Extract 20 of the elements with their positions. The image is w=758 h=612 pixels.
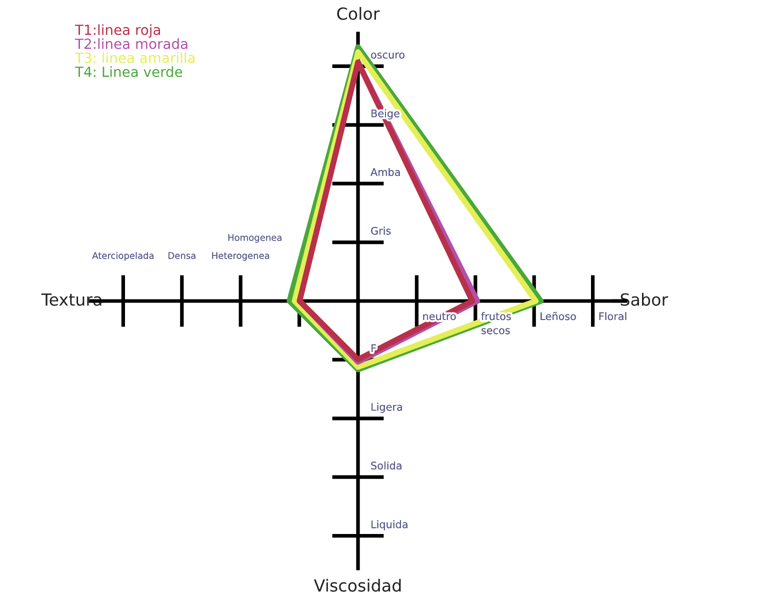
text: Densa xyxy=(168,252,196,259)
text: Ligera xyxy=(372,402,402,413)
text: Liquida xyxy=(372,520,408,530)
text: Amba xyxy=(370,168,400,176)
text: Leñoso xyxy=(540,312,576,320)
text: neutro xyxy=(423,312,456,320)
text: Solida xyxy=(371,461,402,470)
text: Heterogenea xyxy=(212,252,270,261)
spoke-label: Viscosidad xyxy=(314,578,401,592)
text: T3: linea amarilla xyxy=(74,52,194,64)
text: Gris xyxy=(371,226,391,235)
text: Aterciopelada xyxy=(92,252,154,261)
text: T4: Linea verde xyxy=(74,66,182,78)
text: T1:linea roja xyxy=(74,24,160,38)
spoke-label: Color xyxy=(337,7,380,20)
text: Homogenea xyxy=(228,234,282,243)
text: oscuro xyxy=(371,52,404,59)
text: T2:linea morada xyxy=(74,38,188,50)
text: Floral xyxy=(599,312,626,320)
spoke-label: Sabor xyxy=(620,292,668,306)
